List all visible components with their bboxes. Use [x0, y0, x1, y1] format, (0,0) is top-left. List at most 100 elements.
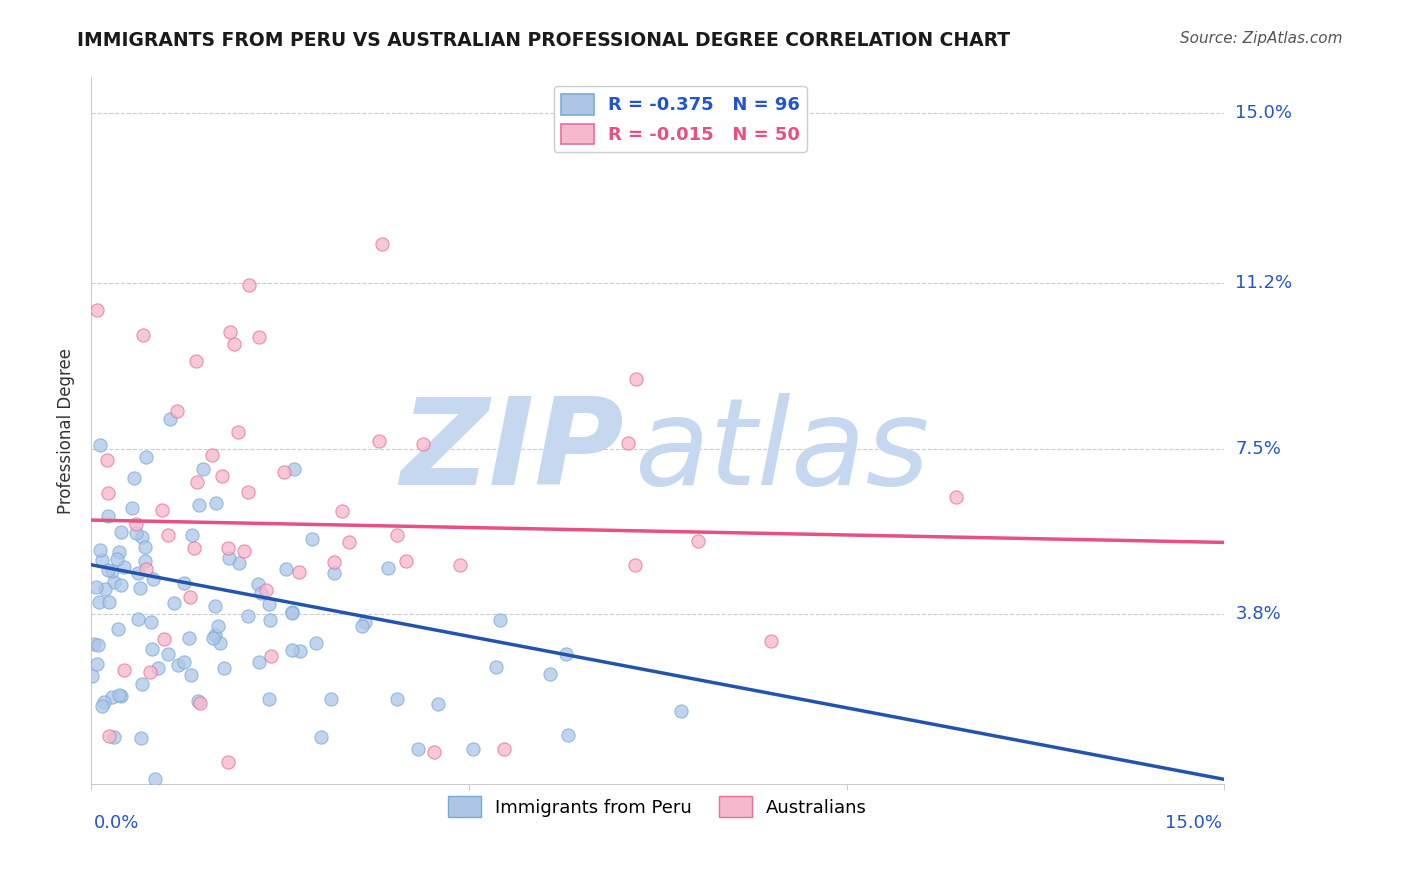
Point [377, 561, 399, 575]
Point [97, 563, 120, 577]
Point [254, 582, 277, 597]
Text: atlas: atlas [636, 393, 931, 510]
Point [181, 528, 204, 542]
Point [166, 404, 188, 418]
Point [150, 503, 173, 517]
Point [184, 354, 207, 368]
Text: 7.5%: 7.5% [1236, 440, 1281, 458]
Point [83, 637, 105, 651]
Point [257, 597, 280, 611]
Point [89, 543, 111, 558]
Text: ZIP: ZIP [399, 393, 624, 510]
Point [281, 605, 304, 619]
Point [250, 586, 273, 600]
Point [90, 553, 112, 567]
Point [330, 504, 353, 518]
Point [125, 526, 148, 541]
Point [217, 756, 239, 770]
Point [186, 475, 208, 489]
Point [202, 631, 225, 645]
Point [387, 692, 409, 706]
Point [86, 302, 108, 317]
Point [187, 498, 209, 512]
Point [449, 558, 471, 572]
Point [555, 647, 578, 661]
Point [108, 688, 131, 702]
Point [212, 661, 235, 675]
Point [135, 562, 157, 576]
Text: 3.8%: 3.8% [1236, 605, 1281, 623]
Point [84, 580, 107, 594]
Point [159, 411, 181, 425]
Point [127, 566, 149, 580]
Point [273, 466, 295, 480]
Point [100, 690, 122, 705]
Point [945, 491, 967, 505]
Point [142, 572, 165, 586]
Point [125, 517, 148, 532]
Point [103, 575, 125, 590]
Point [131, 529, 153, 543]
Point [121, 500, 143, 515]
Point [153, 632, 176, 646]
Point [127, 612, 149, 626]
Point [247, 329, 270, 343]
Point [146, 661, 169, 675]
Point [337, 534, 360, 549]
Point [217, 541, 239, 556]
Point [141, 641, 163, 656]
Point [179, 591, 201, 605]
Point [93, 695, 115, 709]
Point [129, 731, 152, 746]
Text: Source: ZipAtlas.com: Source: ZipAtlas.com [1180, 31, 1343, 46]
Point [759, 633, 782, 648]
Point [257, 691, 280, 706]
Text: IMMIGRANTS FROM PERU VS AUSTRALIAN PROFESSIONAL DEGREE CORRELATION CHART: IMMIGRANTS FROM PERU VS AUSTRALIAN PROFE… [77, 31, 1011, 50]
Point [101, 565, 124, 579]
Point [167, 658, 190, 673]
Point [134, 540, 156, 554]
Point [134, 554, 156, 568]
Point [218, 550, 240, 565]
Point [103, 730, 125, 744]
Point [143, 772, 166, 787]
Point [305, 636, 328, 650]
Point [222, 336, 245, 351]
Point [107, 623, 129, 637]
Point [238, 485, 260, 500]
Point [110, 525, 132, 540]
Point [139, 665, 162, 680]
Point [412, 437, 434, 451]
Point [107, 544, 129, 558]
Point [80, 669, 103, 683]
Point [557, 728, 579, 742]
Point [135, 450, 157, 465]
Point [353, 615, 375, 630]
Point [247, 655, 270, 669]
Text: 0.0%: 0.0% [94, 814, 139, 832]
Point [173, 655, 195, 669]
Point [301, 532, 323, 546]
Point [201, 448, 224, 462]
Point [89, 595, 111, 609]
Point [132, 327, 155, 342]
Point [96, 452, 118, 467]
Legend: Immigrants from Peru, Australians: Immigrants from Peru, Australians [441, 789, 875, 824]
Point [259, 613, 281, 627]
Point [426, 697, 449, 711]
Point [208, 636, 231, 650]
Point [110, 578, 132, 592]
Point [163, 596, 186, 610]
Point [260, 648, 283, 663]
Point [94, 582, 117, 596]
Point [97, 486, 120, 500]
Point [350, 619, 373, 633]
Point [187, 694, 209, 708]
Point [193, 461, 215, 475]
Point [406, 742, 429, 756]
Point [97, 595, 120, 609]
Point [110, 689, 132, 703]
Point [290, 644, 312, 658]
Point [131, 677, 153, 691]
Point [288, 566, 311, 580]
